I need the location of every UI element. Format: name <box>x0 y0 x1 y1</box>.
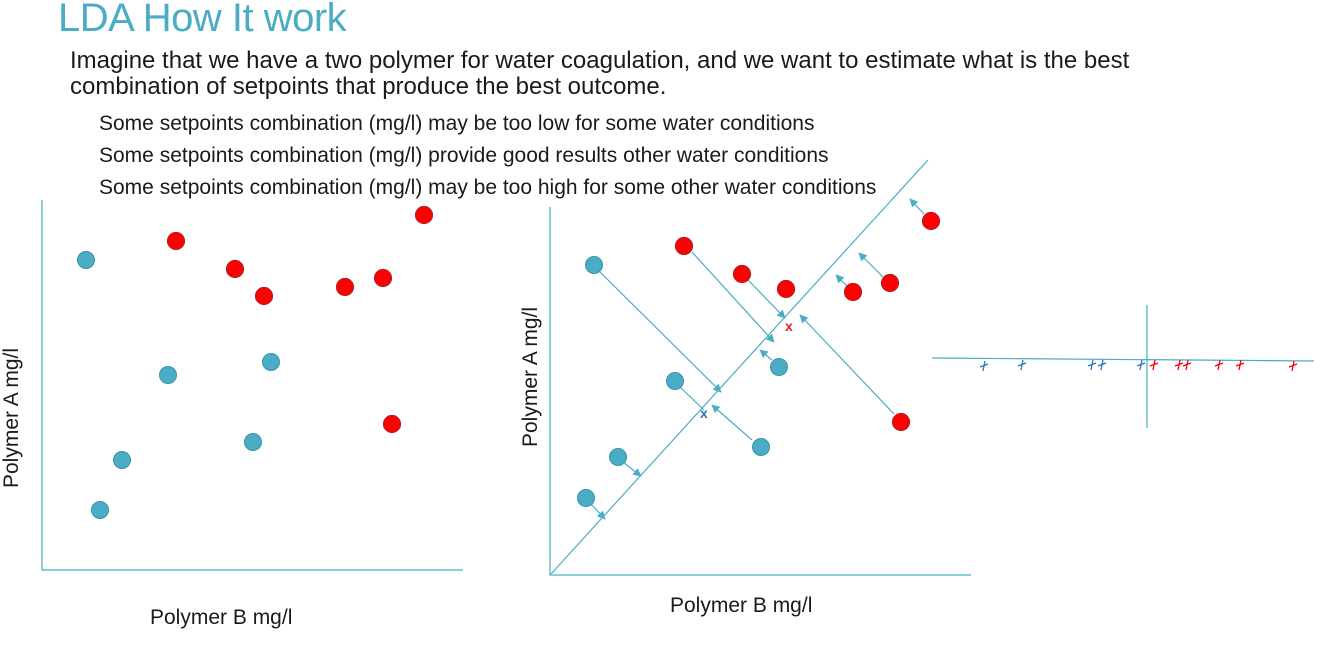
red-class-mean-marker: x <box>785 318 793 334</box>
projected-blue-tick <box>979 360 989 372</box>
left-plot-x-axis-label: Polymer B mg/l <box>150 606 293 629</box>
blue-point <box>585 256 603 274</box>
bullet-item: Some setpoints combination (mg/l) provid… <box>99 144 829 167</box>
middle-plot: x x <box>549 159 971 576</box>
red-point <box>880 273 900 293</box>
projected-axis <box>931 357 1315 362</box>
projected-axis-plot <box>931 305 1315 428</box>
projected-red-tick <box>1288 360 1298 372</box>
projected-blue-tick <box>1136 359 1146 371</box>
lda-projection-line <box>550 159 929 575</box>
projection-arrow <box>590 503 606 520</box>
red-point <box>382 414 402 434</box>
blue-point <box>770 358 788 376</box>
blue-point <box>77 251 95 269</box>
left-plot-axes <box>41 200 463 571</box>
slide-title: LDA How It work <box>58 0 347 40</box>
projected-red-tick <box>1182 359 1192 371</box>
left-plot-y-axis-label: Polymer A mg/l <box>0 347 23 488</box>
projection-arrow <box>597 269 722 393</box>
projection-arrow <box>679 386 705 411</box>
projection-arrow <box>623 462 642 477</box>
blue-class-mean-marker: x <box>700 405 708 421</box>
blue-point <box>752 438 770 456</box>
projected-blue-tick <box>1087 359 1097 371</box>
projected-blue-tick <box>1017 359 1027 371</box>
bullet-item: Some setpoints combination (mg/l) may be… <box>99 176 877 199</box>
red-point <box>414 205 434 225</box>
blue-point <box>577 489 595 507</box>
blue-point <box>262 353 280 371</box>
blue-point <box>159 366 177 384</box>
projected-blue-tick <box>1097 359 1107 371</box>
projection-arrow <box>799 314 895 415</box>
projection-arrow <box>759 349 773 361</box>
middle-plot-red-points <box>674 211 941 432</box>
red-point <box>891 412 911 432</box>
bullet-item: Some setpoints combination (mg/l) may be… <box>99 112 815 135</box>
blue-point <box>666 372 684 390</box>
red-point <box>373 268 393 288</box>
red-point <box>166 231 186 251</box>
projection-arrow <box>858 252 884 278</box>
projection-arrows <box>590 198 925 520</box>
red-point <box>335 277 355 297</box>
projected-blue-ticks <box>979 359 1146 372</box>
projected-red-tick <box>1149 359 1159 371</box>
left-plot-blue-points <box>77 251 280 519</box>
blue-point <box>609 448 627 466</box>
red-point <box>843 282 863 302</box>
projection-arrow <box>835 274 848 287</box>
blue-point <box>244 433 262 451</box>
red-point <box>732 264 752 284</box>
red-point <box>254 286 274 306</box>
left-plot-red-points <box>166 205 434 434</box>
intro-text: Imagine that we have a two polymer for w… <box>70 47 1130 100</box>
blue-point <box>91 501 109 519</box>
projection-arrow <box>711 404 753 441</box>
projected-red-tick <box>1174 359 1184 371</box>
left-plot <box>41 200 463 571</box>
red-point <box>921 211 941 231</box>
middle-plot-x-axis-label: Polymer B mg/l <box>670 594 813 617</box>
red-point <box>225 259 245 279</box>
projected-red-tick <box>1214 359 1224 371</box>
middle-plot-blue-points <box>577 256 788 507</box>
projected-red-tick <box>1235 359 1245 371</box>
bullet-list: Some setpoints combination (mg/l) may be… <box>99 108 876 204</box>
red-point <box>674 236 694 256</box>
blue-point <box>113 451 131 469</box>
middle-plot-axes <box>549 207 971 576</box>
red-point <box>776 279 796 299</box>
projection-arrow <box>691 251 775 343</box>
projection-arrow <box>909 198 925 215</box>
projected-red-ticks <box>1149 359 1298 372</box>
projection-arrow <box>747 279 786 319</box>
middle-plot-y-axis-label: Polymer A mg/l <box>519 306 542 447</box>
